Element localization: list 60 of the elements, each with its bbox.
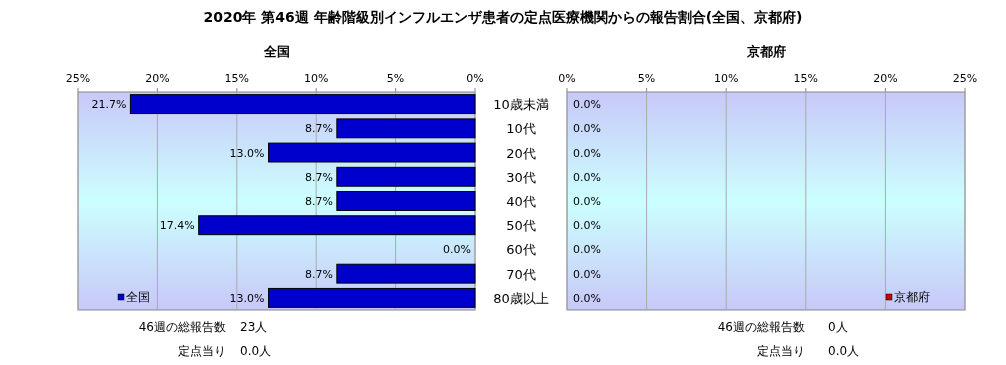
data-label: 13.0%: [229, 291, 265, 305]
data-label: 0.0%: [573, 122, 601, 136]
x-tick-label: 10%: [713, 72, 739, 85]
y-tick-label: 70代: [506, 266, 536, 282]
y-tick-label: 10代: [506, 121, 536, 137]
bar: [336, 118, 476, 139]
y-tick-label: 60代: [506, 242, 536, 258]
data-label: 0.0%: [573, 170, 601, 184]
data-label: 8.7%: [304, 170, 333, 184]
text: 0.0人: [828, 344, 860, 358]
x-tick-label: 5%: [386, 72, 405, 85]
data-label: 0.0%: [573, 243, 601, 257]
bar: [198, 215, 476, 236]
data-label: 0.0%: [573, 98, 601, 112]
chart-subtitle: 京都府: [745, 44, 786, 59]
x-tick-label: 5%: [637, 72, 656, 85]
data-label: 13.0%: [229, 146, 265, 160]
data-label: 0.0%: [573, 291, 601, 305]
data-label: 21.7%: [91, 98, 127, 112]
x-tick-label: 0%: [466, 72, 484, 85]
bar: [268, 142, 476, 163]
bar: [129, 94, 476, 115]
text: 46週の総報告数: [717, 320, 805, 334]
data-label: 0.0%: [573, 146, 601, 160]
y-tick-label: 20代: [506, 145, 536, 161]
data-label: 8.7%: [304, 267, 333, 281]
data-label: 0.0%: [573, 267, 601, 281]
x-tick-label: 25%: [65, 72, 91, 85]
y-tick-label: 40代: [506, 194, 536, 209]
text: 定点当り: [178, 344, 226, 358]
text: 0人: [828, 320, 848, 334]
y-tick-label: 30代: [506, 169, 536, 185]
data-label: 8.7%: [304, 122, 333, 136]
x-tick-label: 15%: [224, 72, 250, 85]
text: 定点当り: [757, 344, 805, 358]
chart-subtitle: 全国: [262, 44, 290, 59]
data-label: 0.0%: [573, 219, 601, 233]
bar: [268, 287, 476, 308]
legend-label: 京都府: [894, 290, 930, 304]
data-label: 0.0%: [443, 243, 471, 257]
bar: [336, 191, 476, 211]
data-label: 0.0%: [573, 195, 601, 208]
x-tick-label: 25%: [952, 72, 978, 85]
x-tick-label: 15%: [793, 72, 819, 85]
data-label: 8.7%: [304, 195, 333, 208]
bar: [336, 263, 476, 284]
x-tick-label: 10%: [303, 72, 329, 85]
x-tick-label: 0%: [558, 72, 576, 85]
x-tick-label: 20%: [873, 72, 898, 85]
text: 0.0人: [240, 344, 272, 358]
text: 46週の総報告数: [138, 320, 226, 334]
text: 23人: [240, 320, 268, 334]
text: 2020年 第46週 年齢階級別インフルエンザ患者の定点医療機関からの報告割合(全国、京都府): [203, 9, 803, 25]
y-tick-label: 50代: [506, 218, 536, 234]
x-tick-label: 20%: [145, 72, 170, 85]
data-label: 17.4%: [159, 219, 195, 233]
y-tick-label: 80歳以上: [493, 290, 549, 306]
y-tick-label: 10歳未満: [493, 97, 549, 113]
legend-label: 全国: [126, 290, 150, 304]
bar: [336, 166, 476, 187]
